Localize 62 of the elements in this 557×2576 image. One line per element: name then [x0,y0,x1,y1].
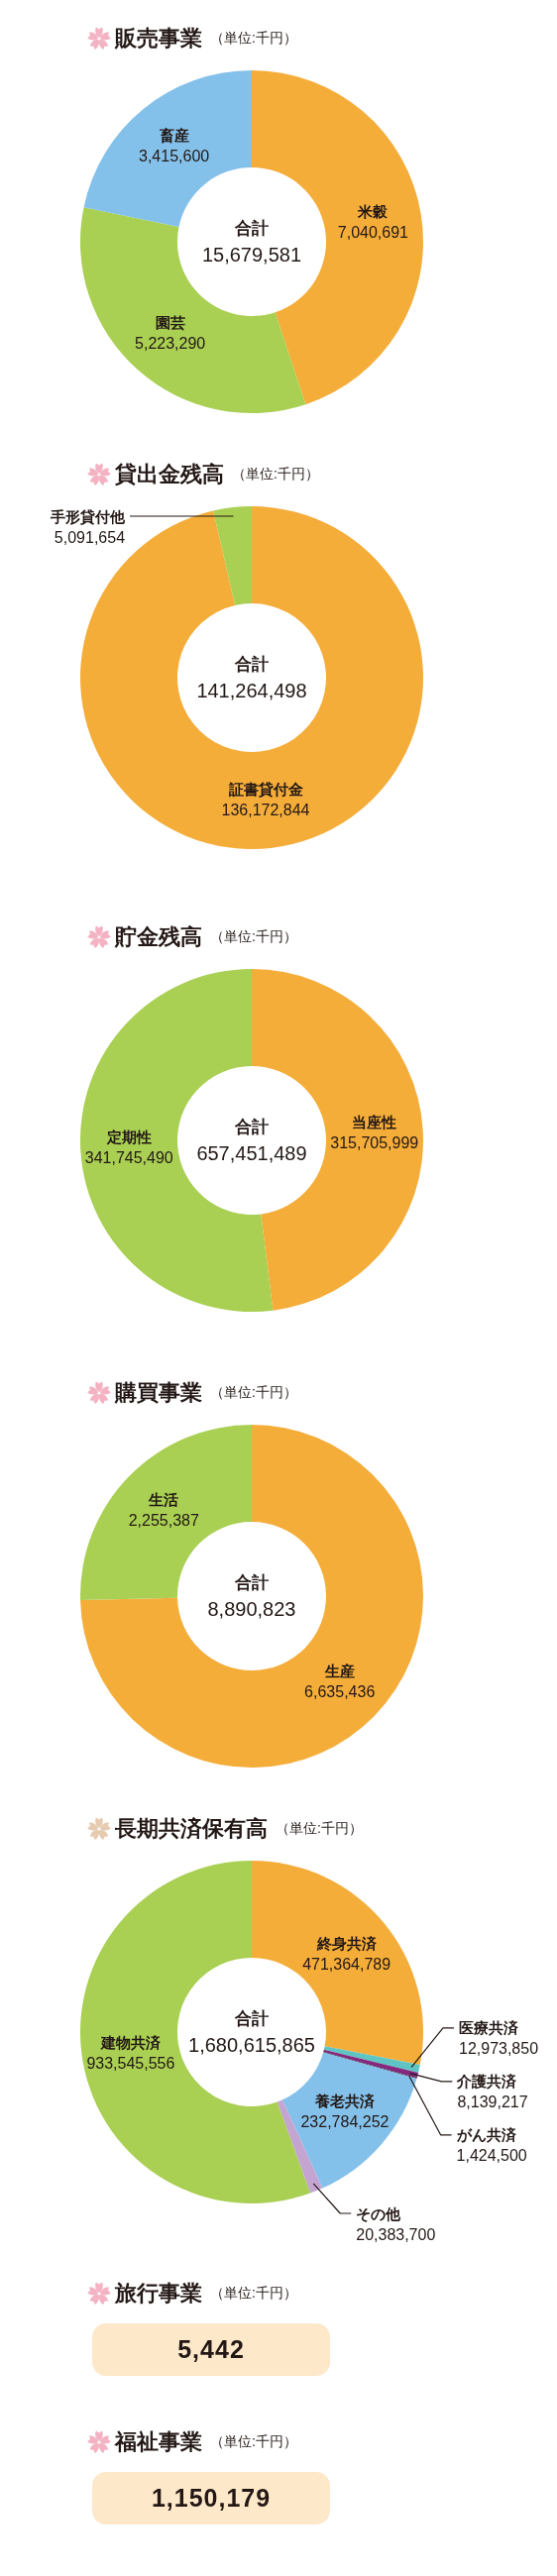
data-label: 3,415,600 [139,148,210,165]
text: 合計 [235,654,269,676]
slice-label: 医療共済 [458,2019,519,2037]
data-label: 1,424,500 [456,2147,527,2165]
chart-title: 貯金残高 [115,923,202,951]
donut-slice [213,506,252,605]
data-label: 12,973,850 [458,2040,539,2058]
text: 旅行事業 [115,2280,202,2308]
chart-subtitle: （単位:千円） [210,928,297,946]
slice-label: 当座性 [352,1113,397,1130]
data-label: 20,383,700 [356,2225,436,2243]
data-label: 471,364,789 [302,1955,391,1973]
data-label: 933,545,556 [86,2055,175,2072]
slice-label: 終身共済 [315,1934,378,1952]
text: 8,890,823 [207,1597,296,1622]
value-card: 1,150,179 [92,2472,330,2524]
chart-subtitle: （単位:千円） [232,466,319,483]
chart-subtitle: （単位:千円） [210,30,297,48]
slice-label: 証書貸付金 [227,780,303,799]
slice-label: 建物共済 [99,2034,162,2051]
chart-subtitle: （単位:千円） [210,1384,297,1402]
slice-label: 米穀 [357,202,390,220]
data-label: 5,223,290 [135,335,206,353]
data-label: 232,784,252 [300,2113,390,2131]
slice-label: 園芸 [155,314,185,332]
slice-label: 養老共済 [313,2093,376,2110]
data-label: 315,705,999 [330,1133,419,1151]
data-label: 136,172,844 [221,801,310,818]
data-label: 5,091,654 [54,528,126,546]
slice-label: 畜産 [158,127,189,145]
chart-title: 購買事業 [115,1379,202,1407]
slice-label: その他 [356,2204,402,2222]
donut-slice [80,1425,252,1600]
text: 15,679,581 [201,243,302,268]
text: 合計 [235,1117,269,1138]
text: （単位:千円） [210,2433,297,2451]
chart-subtitle: （単位:千円） [276,1820,363,1838]
slice-label: 定期性 [105,1128,152,1146]
donut-slice [80,1425,423,1768]
text: 合計 [235,1572,269,1594]
text: 合計 [235,2008,269,2030]
data-label: 6,635,436 [304,1683,376,1701]
chart-title: 貸出金残高 [115,461,224,488]
value-card: 5,442 [92,2323,330,2376]
data-label: 8,139,217 [457,2093,528,2111]
slice-label: 手形貸付他 [50,507,127,526]
data-label: 2,255,387 [128,1511,199,1529]
text: 合計 [235,218,269,240]
slice-label: がん共済 [455,2126,517,2144]
data-label: 7,040,691 [337,223,409,241]
donut-slice [80,207,306,413]
text: 1,680,615,865 [188,2033,315,2058]
text: 657,451,489 [196,1141,307,1166]
slice-label: 生産 [323,1663,355,1680]
chart-title: 販売事業 [115,25,202,53]
text: （単位:千円） [210,2285,297,2303]
data-label: 341,745,490 [84,1149,173,1167]
slice-label: 介護共済 [456,2073,518,2091]
text: 福祉事業 [115,2428,202,2456]
chart-title: 長期共済保有高 [115,1815,268,1843]
slice-label: 生活 [148,1490,179,1508]
text: 141,264,498 [196,679,307,703]
